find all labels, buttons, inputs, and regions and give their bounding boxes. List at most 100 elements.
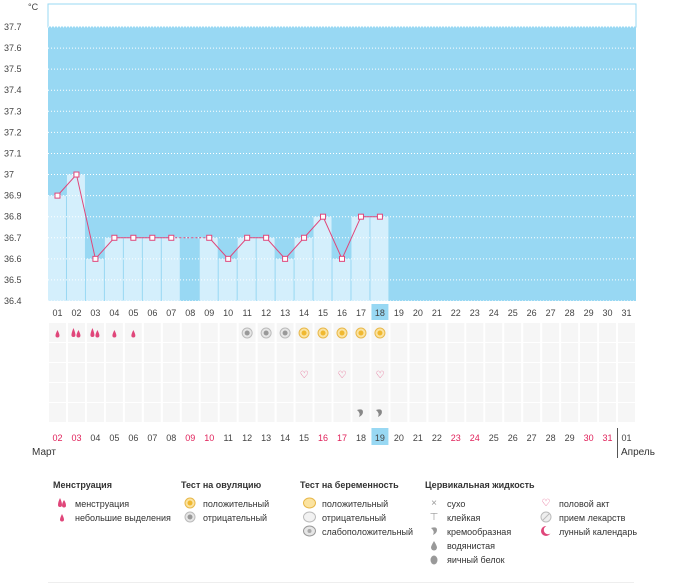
date-label: 09 xyxy=(185,433,195,443)
marker-cell xyxy=(143,403,161,422)
marker-cell xyxy=(371,363,389,382)
marker-cell xyxy=(542,343,560,362)
cycle-day-label: 10 xyxy=(223,308,233,318)
y-tick-label: 36.4 xyxy=(4,296,22,306)
date-label: 01 xyxy=(622,433,632,443)
marker-cell xyxy=(219,323,237,342)
marker-cell xyxy=(428,383,446,402)
temperature-point xyxy=(206,234,213,241)
marker-cell xyxy=(219,383,237,402)
temperature-bar xyxy=(104,237,123,301)
marker-cell xyxy=(599,383,617,402)
marker-cell xyxy=(143,383,161,402)
marker-cell xyxy=(143,343,161,362)
marker-cell xyxy=(371,383,389,402)
temperature-point xyxy=(73,171,80,178)
date-label: 11 xyxy=(224,433,233,443)
marker-cell xyxy=(523,323,541,342)
footer-divider xyxy=(48,582,634,583)
pregnancy-positive-icon xyxy=(302,497,316,511)
marker-cell xyxy=(314,383,332,402)
ovulation-test-dot xyxy=(263,330,269,336)
cycle-day-label: 24 xyxy=(489,308,499,318)
pill-icon xyxy=(539,511,553,525)
temperature-bar xyxy=(161,237,180,301)
temperature-bar xyxy=(237,237,256,301)
legend-item: ⊤ клейкая xyxy=(425,511,535,525)
date-label: 22 xyxy=(432,433,442,443)
marker-cell xyxy=(333,343,351,362)
ovulation-test-dot xyxy=(377,330,383,336)
marker-cell xyxy=(238,363,256,382)
marker-cell xyxy=(447,403,465,422)
marker-cell xyxy=(219,403,237,422)
marker-cell xyxy=(447,383,465,402)
dry-icon: × xyxy=(431,498,437,509)
marker-cell xyxy=(428,363,446,382)
marker-cell xyxy=(257,383,275,402)
y-tick-label: 37.2 xyxy=(4,127,22,137)
cycle-day-label: 11 xyxy=(242,308,251,318)
drop-heavy-icon xyxy=(95,330,100,338)
marker-cell xyxy=(105,383,123,402)
marker-cell xyxy=(542,323,560,342)
marker-cell xyxy=(504,323,522,342)
marker-cell xyxy=(504,403,522,422)
drop-heavy-icon xyxy=(90,328,95,337)
cycle-day-label: 19 xyxy=(394,308,404,318)
moon-icon xyxy=(539,525,553,539)
marker-cell xyxy=(295,403,313,422)
y-tick-label: 36.5 xyxy=(4,275,22,285)
marker-cell xyxy=(390,343,408,362)
cycle-day-label: 12 xyxy=(261,308,271,318)
current-date-highlight xyxy=(371,428,389,445)
marker-cell xyxy=(124,343,142,362)
marker-cell xyxy=(257,363,275,382)
heart-icon: ♡ xyxy=(541,498,551,509)
marker-cell xyxy=(447,323,465,342)
marker-cell xyxy=(181,323,199,342)
legend-item: кремообразная xyxy=(425,525,535,539)
marker-cell xyxy=(333,383,351,402)
marker-cell xyxy=(352,383,370,402)
marker-cell xyxy=(390,323,408,342)
date-label: 29 xyxy=(565,433,575,443)
legend-item: положительный xyxy=(300,497,413,511)
marker-cell xyxy=(504,343,522,362)
marker-cell xyxy=(542,363,560,382)
date-label: 15 xyxy=(299,433,309,443)
marker-cell xyxy=(105,343,123,362)
date-label: 04 xyxy=(90,433,100,443)
temperature-bar xyxy=(256,237,275,301)
ovulation-test-dot xyxy=(282,330,288,336)
legend-col-other: ♡ половой акт прием лекарств лунный кален… xyxy=(537,480,637,539)
legend-col-cervical: Цервикальная жидкость × сухо ⊤ клейкая кре… xyxy=(425,480,535,567)
marker-cell xyxy=(409,383,427,402)
marker-cell xyxy=(49,383,66,402)
ovulation-test-dot xyxy=(358,330,364,336)
marker-cell xyxy=(523,383,541,402)
temperature-bar xyxy=(294,237,313,301)
marker-cell xyxy=(124,383,142,402)
marker-cell xyxy=(485,403,503,422)
temperature-bar xyxy=(370,216,389,301)
marker-cell xyxy=(257,403,275,422)
cycle-day-label: 22 xyxy=(451,308,461,318)
legend-title: Цервикальная жидкость xyxy=(425,480,535,490)
y-tick-label: 37.6 xyxy=(4,43,22,53)
marker-cell xyxy=(124,363,142,382)
marker-cell xyxy=(542,403,560,422)
cycle-day-label: 17 xyxy=(356,308,366,318)
cycle-day-label: 15 xyxy=(318,308,328,318)
temperature-bar xyxy=(275,258,294,301)
marker-cell xyxy=(466,403,484,422)
marker-cell xyxy=(162,383,180,402)
watery-icon xyxy=(427,539,441,553)
creamy-icon xyxy=(356,409,363,417)
heart-icon: ♡ xyxy=(338,370,347,381)
marker-cell xyxy=(466,363,484,382)
cycle-day-label: 16 xyxy=(337,308,347,318)
legend-item: яичный белок xyxy=(425,553,535,567)
marker-cell xyxy=(162,323,180,342)
temperature-point xyxy=(225,255,232,262)
